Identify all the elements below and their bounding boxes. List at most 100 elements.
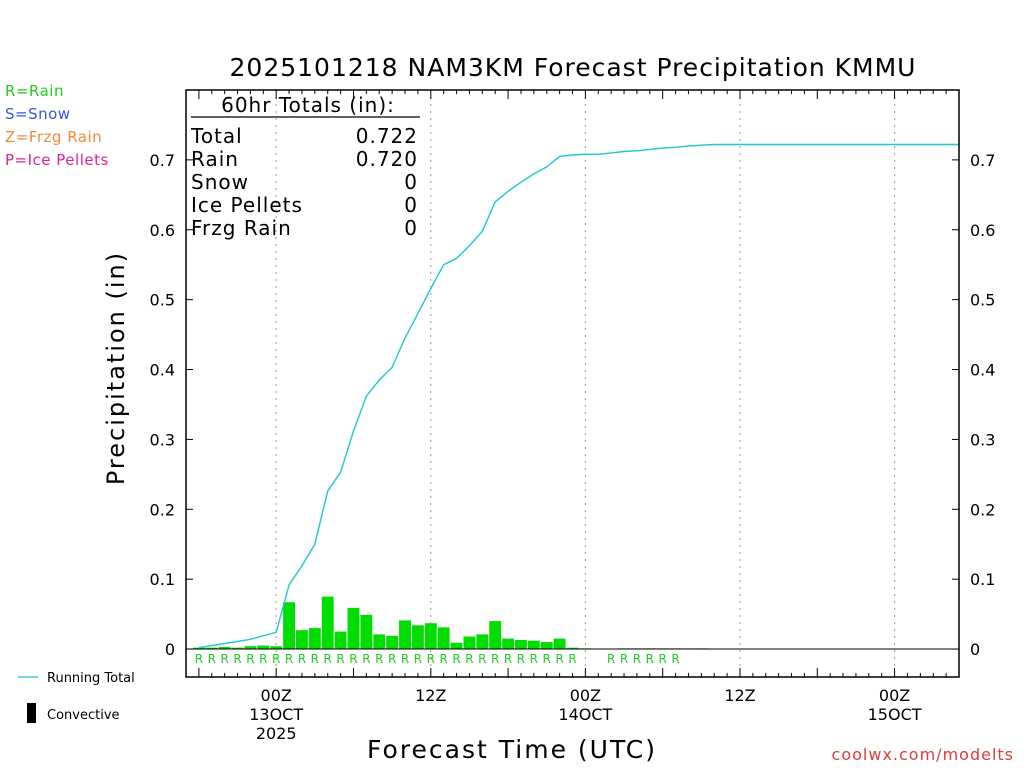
y-axis-label: Precipitation (in) (102, 251, 130, 485)
hourly-bar (257, 645, 270, 650)
watermark: coolwx.com/modelts (831, 745, 1014, 764)
precip-type-legend-item: S=Snow (5, 105, 71, 123)
hourly-bar (450, 642, 463, 650)
hourly-bar (360, 614, 373, 650)
hourly-bar (515, 639, 527, 650)
convective-legend-label: Convective (47, 708, 120, 723)
precip-type-symbol: R (324, 652, 332, 666)
totals-value: 0.722 (356, 124, 418, 148)
y-tick-label-right: 0.2 (970, 500, 995, 519)
hourly-bar (308, 628, 321, 650)
hourly-bar (218, 646, 231, 650)
precip-type-symbol: R (568, 652, 576, 666)
totals-label: Rain (191, 147, 239, 171)
hourly-bar (566, 647, 579, 650)
precip-type-symbol: R (543, 652, 551, 666)
y-tick-label-right: 0.3 (970, 430, 995, 449)
hourly-bar (296, 630, 308, 650)
precip-type-symbol: R (375, 652, 383, 666)
x-tick-label: 14OCT (558, 705, 612, 724)
hourly-bar (270, 646, 283, 650)
chart-title: 2025101218 NAM3KM Forecast Precipitation… (230, 53, 917, 82)
hourly-bar (386, 635, 399, 650)
precip-type-symbol: R (427, 652, 435, 666)
hourly-bar (437, 627, 450, 650)
y-tick-label-right: 0.1 (970, 570, 995, 589)
precip-type-symbol: R (646, 652, 654, 666)
x-tick-label: 15OCT (868, 705, 922, 724)
totals-value: 0.720 (356, 147, 418, 171)
precip-type-symbol: R (517, 652, 525, 666)
precip-type-symbol: R (414, 652, 422, 666)
precip-type-symbol: R (452, 652, 460, 666)
y-tick-label-left: 0.4 (150, 361, 175, 380)
x-tick-label: 00Z (570, 686, 601, 705)
precip-type-symbol: R (233, 652, 241, 666)
precip-type-symbol: R (439, 652, 447, 666)
y-tick-label-right: 0 (970, 640, 980, 659)
precip-type-symbol: R (401, 652, 409, 666)
hourly-bar (424, 623, 437, 650)
x-axis-label: Forecast Time (UTC) (367, 735, 657, 764)
precip-type-symbol: R (311, 652, 319, 666)
precip-type-symbol: R (195, 652, 203, 666)
precip-type-symbol: R (465, 652, 473, 666)
y-tick-label-left: 0.2 (150, 500, 175, 519)
precip-type-symbol: R (659, 652, 667, 666)
y-tick-label-left: 0.1 (150, 570, 175, 589)
y-tick-label-left: 0.6 (150, 221, 175, 240)
x-tick-label: 00Z (261, 686, 292, 705)
hourly-bar (231, 647, 244, 650)
y-tick-label-right: 0.4 (970, 361, 995, 380)
hourly-bar (347, 607, 360, 650)
x-tick-label: 2025 (256, 724, 297, 743)
precip-type-legend-item: P=Ice Pellets (5, 151, 109, 169)
hourly-bar (334, 631, 347, 650)
precip-type-symbol: R (633, 652, 641, 666)
precip-type-symbol: R (208, 652, 216, 666)
precip-type-symbol: R (607, 652, 615, 666)
x-tick-label: 12Z (724, 686, 755, 705)
running-total-legend-label: Running Total (47, 671, 135, 686)
precip-type-symbol: R (362, 652, 370, 666)
y-tick-label-left: 0.5 (150, 291, 175, 310)
precip-type-symbol: R (298, 652, 306, 666)
hourly-bar (540, 642, 553, 650)
precip-type-symbol: R (259, 652, 267, 666)
precip-type-symbol: R (671, 652, 679, 666)
precip-type-symbol: R (388, 652, 396, 666)
precip-type-symbol: R (246, 652, 254, 666)
plot-frame (185, 89, 960, 678)
y-axis-right: 0 0.1 0.2 0.3 0.4 0.5 0.6 0.7 (952, 151, 995, 659)
hourly-bar (502, 638, 515, 650)
hourly-bar (205, 647, 218, 650)
hourly-bar (476, 634, 489, 650)
totals-box: 60hr Totals (in): Total 0.722 Rain 0.720 Sno… (190, 93, 420, 240)
hourly-bar (463, 636, 476, 650)
precip-type-symbol: R (220, 652, 228, 666)
precip-type-legend-item: R=Rain (5, 82, 64, 100)
totals-rows: Total 0.722 Rain 0.720 Snow 0 Ice Pellets 0 Frzg… (190, 124, 418, 240)
x-tick-label: 12Z (415, 686, 446, 705)
totals-label: Snow (191, 170, 249, 194)
precip-type-legend-item: Z=Frzg Rain (5, 128, 103, 146)
grid-lines (275, 90, 896, 677)
y-tick-label-left: 0 (165, 640, 175, 659)
precip-type-symbol: R (272, 652, 280, 666)
hourly-bar (527, 640, 540, 650)
precip-type-symbol: R (530, 652, 538, 666)
line-legend: Running Total Convective (18, 671, 135, 723)
hourly-bar (244, 646, 257, 650)
totals-label: Ice Pellets (191, 193, 303, 217)
y-tick-label-right: 0.6 (970, 221, 995, 240)
totals-label: Frzg Rain (191, 216, 292, 240)
hourly-bar (321, 596, 334, 650)
precip-type-symbol: R (620, 652, 628, 666)
totals-value: 0 (404, 170, 418, 194)
totals-header: 60hr Totals (in): (221, 93, 395, 117)
hourly-bar (283, 602, 296, 650)
hourly-bar (553, 638, 566, 650)
